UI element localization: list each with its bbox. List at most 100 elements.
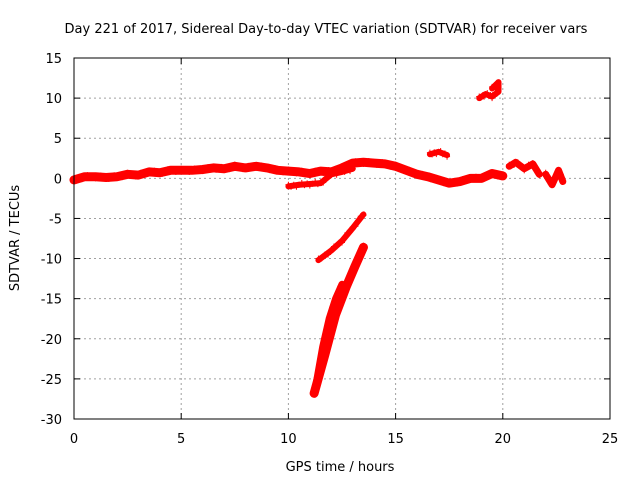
data-point [529,160,536,167]
data-point [97,172,104,179]
data-point [373,161,380,168]
y-tick-label: -5 [49,212,62,227]
data-point [274,168,281,175]
y-tick-label: -25 [41,373,62,388]
data-point [319,343,326,350]
x-tick-label: 15 [387,432,404,447]
data-point [277,166,284,173]
series-cluster-22.5 [542,166,567,189]
data-point [301,170,308,177]
data-point [324,321,331,328]
data-point [440,180,447,187]
data-point [333,243,340,250]
data-point [320,179,327,186]
data-point [419,170,426,177]
data-point [379,159,386,166]
data-point [491,170,498,177]
plot-frame [73,57,611,420]
data-point [493,79,500,86]
series-descending-arc [315,211,367,264]
data-point [397,164,404,171]
data-point [545,175,552,182]
data-point [392,161,399,168]
x-tick-label: 10 [280,432,297,447]
data-point [151,167,158,174]
data-point [341,234,348,241]
y-tick-label: 5 [54,132,62,147]
data-point [411,169,418,176]
data-point [519,163,526,170]
y-tick-label: 15 [45,52,62,67]
data-point [355,218,362,225]
data-point [210,164,217,171]
data-point [92,175,99,182]
x-tick-label: 0 [70,432,78,447]
data-point [408,170,415,177]
data-point [298,167,305,174]
data-point [339,239,345,246]
data-point [376,160,383,167]
data-point [360,242,367,249]
x-tick-label: 5 [177,432,185,447]
data-point [285,166,292,173]
data-point [255,163,262,170]
y-axis-label: SDTVAR / TECUs [8,185,23,292]
data-point [352,223,359,230]
x-axis-label: GPS time / hours [286,460,395,475]
data-point [483,172,490,179]
data-point [322,330,329,337]
data-point [320,169,327,176]
y-tick-label: -15 [41,293,62,308]
data-point [371,159,378,166]
data-point [357,213,364,220]
data-point [296,168,303,175]
data-point [261,165,268,172]
series-short-steep-arc [312,280,346,387]
data-point [403,167,410,174]
data-point [345,280,352,287]
data-point [326,317,333,324]
data-point [258,162,265,169]
data-point [443,179,450,186]
data-point [330,301,337,308]
data-point [356,255,363,262]
data-point [497,172,504,179]
series-cluster-17 [426,148,451,160]
data-point [237,163,244,170]
data-point [406,166,412,173]
data-point [559,177,566,184]
data-point [481,175,488,182]
x-tick-labels: 0 5 10 15 20 25 [70,432,618,447]
series-main-band [69,157,508,188]
chart-title: Day 221 of 2017, Sidereal Day-to-day VTE… [65,22,588,37]
data-point [381,161,388,168]
data-point [253,164,260,171]
data-point [100,175,107,182]
y-tick-label: -10 [41,253,62,268]
data-point [269,166,276,173]
data-point [290,167,297,174]
data-point [334,293,341,300]
data-point [552,175,559,182]
y-tick-label: -20 [41,333,62,348]
data-point [347,273,354,280]
x-tick-label: 25 [602,432,619,447]
data-point [360,212,367,219]
data-point [557,171,564,178]
data-point [272,165,278,172]
grid [74,58,610,419]
y-tick-label: 10 [45,92,62,107]
data-point [489,171,496,178]
data-point [327,310,334,317]
data-point [215,165,222,172]
data-point [365,158,372,165]
data-point [387,163,394,170]
data-point [384,160,391,167]
data-point [344,229,351,236]
data-point [328,247,335,254]
plot-marks [69,79,567,398]
data-point [124,169,131,176]
data-point [132,173,139,180]
data-point [213,166,220,173]
